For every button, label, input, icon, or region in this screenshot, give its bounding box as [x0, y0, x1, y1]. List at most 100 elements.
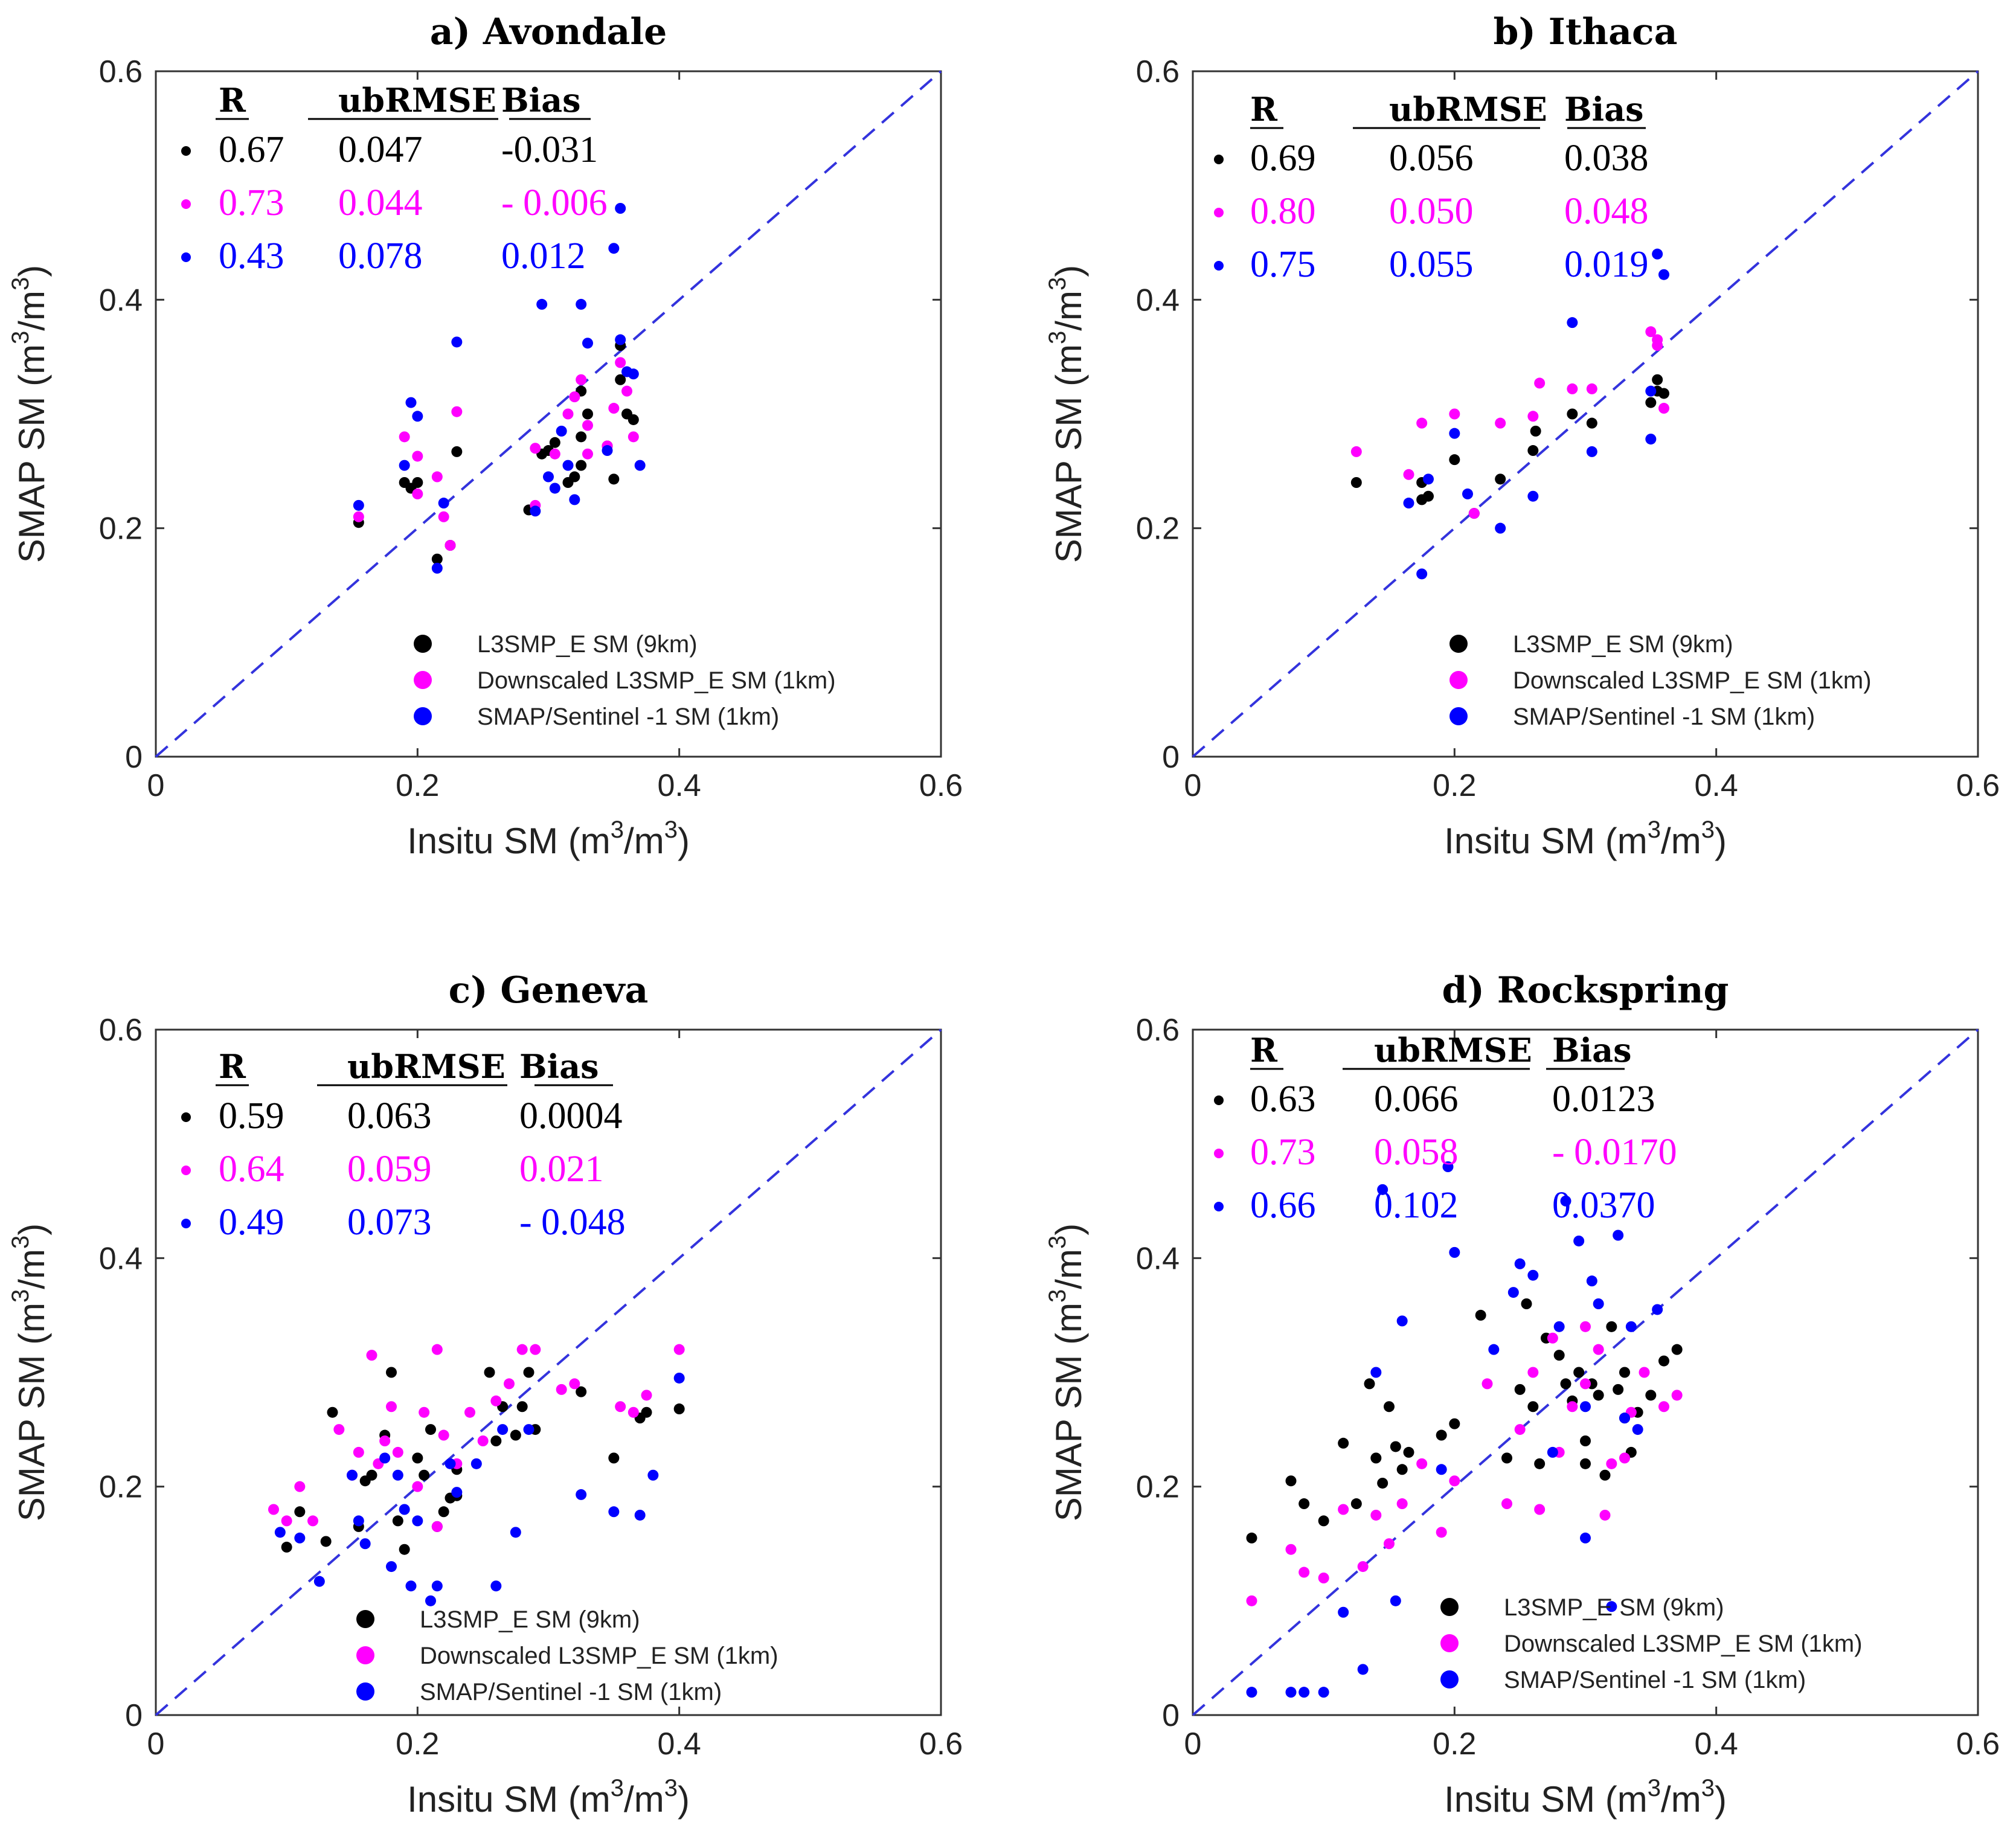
y-axis-label-close: ) — [1048, 1223, 1089, 1236]
point-s1 — [405, 397, 417, 408]
series-s1 — [1403, 248, 1669, 580]
point-down — [445, 540, 456, 551]
legend-marker-l3 — [1440, 1598, 1459, 1616]
point-down — [1495, 417, 1506, 429]
point-s1 — [1645, 385, 1657, 397]
point-s1 — [1652, 248, 1663, 260]
point-s1 — [1370, 1367, 1382, 1378]
series-l3 — [1350, 374, 1669, 519]
series-s1 — [353, 203, 646, 574]
point-down — [1436, 1527, 1447, 1538]
stats-r-value: 0.63 — [1250, 1079, 1316, 1120]
point-l3 — [608, 473, 620, 485]
point-l3 — [431, 553, 443, 565]
point-down — [431, 1344, 443, 1355]
point-s1 — [562, 460, 574, 471]
point-l3 — [1606, 1321, 1617, 1332]
stats-header-r: R — [219, 1047, 246, 1086]
y-tick-label: 0 — [1162, 740, 1180, 775]
point-s1 — [1495, 522, 1506, 534]
point-down — [1527, 411, 1539, 422]
point-l3 — [1530, 425, 1541, 437]
point-s1 — [536, 298, 548, 310]
point-down — [1468, 508, 1480, 519]
point-s1 — [1390, 1595, 1401, 1606]
point-l3 — [1377, 1477, 1388, 1489]
stats-ubrmse-value: 0.055 — [1389, 244, 1474, 285]
point-s1 — [353, 1515, 364, 1527]
point-l3 — [1246, 1532, 1257, 1544]
point-s1 — [543, 471, 554, 483]
point-down — [1534, 1504, 1546, 1515]
stats-bias-value: 0.0123 — [1552, 1079, 1655, 1120]
x-axis-label: Insitu SM (m3/m3) — [407, 816, 690, 861]
one-to-one-line — [155, 70, 942, 758]
point-l3 — [1527, 445, 1539, 457]
point-s1 — [412, 411, 423, 422]
point-l3 — [576, 431, 587, 443]
point-s1 — [1449, 428, 1460, 439]
stats-bias-value: 0.019 — [1564, 244, 1649, 285]
y-axis-label: SMAP SM (m3/m3) — [7, 265, 52, 563]
y-tick-label: 0 — [1162, 1698, 1180, 1733]
point-l3 — [1449, 1418, 1460, 1429]
series-down — [353, 357, 639, 551]
point-s1 — [470, 1458, 482, 1469]
axes-box — [1192, 1028, 1979, 1716]
x-axis-label-text: Insitu SM (m — [1444, 1779, 1648, 1820]
point-l3 — [582, 408, 593, 420]
stats-header-r: R — [1250, 90, 1278, 129]
legend-marker-s1 — [414, 707, 432, 725]
x-tick-label: 0.4 — [1695, 768, 1738, 803]
point-down — [615, 1401, 626, 1413]
point-down — [1384, 1538, 1395, 1550]
panel-title: c) Geneva — [449, 969, 649, 1012]
point-l3 — [419, 1469, 430, 1481]
y-tick-label: 0.2 — [99, 512, 143, 547]
point-s1 — [1606, 1601, 1617, 1612]
legend-label-s1: SMAP/Sentinel -1 SM (1km) — [1504, 1667, 1806, 1693]
x-axis-label-sup2: 3 — [1701, 816, 1715, 843]
point-down — [1246, 1595, 1257, 1606]
legend-marker-s1 — [1440, 1670, 1459, 1688]
point-l3 — [1613, 1384, 1624, 1395]
series-l3 — [281, 1367, 685, 1555]
stats-r-value: 0.49 — [219, 1202, 284, 1243]
y-axis-label-sup: 3 — [1044, 331, 1071, 344]
stats-ubrmse-value: 0.056 — [1389, 138, 1474, 179]
stats-r-value: 0.64 — [219, 1149, 284, 1190]
legend-label-l3: L3SMP_E SM (9km) — [1513, 631, 1733, 658]
stats-ubrmse-value: 0.102 — [1374, 1185, 1459, 1226]
legend-label-l3: L3SMP_E SM (9km) — [420, 1606, 640, 1633]
y-axis-label-close: ) — [11, 265, 52, 277]
point-l3 — [1619, 1367, 1630, 1378]
point-s1 — [1416, 568, 1428, 580]
y-axis-label-sup: 3 — [1044, 1289, 1071, 1303]
point-l3 — [1527, 1401, 1539, 1413]
point-down — [1501, 1498, 1512, 1510]
point-s1 — [615, 203, 626, 214]
point-down — [1527, 1367, 1539, 1378]
stats-header-ubrmse: ubRMSE — [1374, 1031, 1532, 1070]
point-down — [1285, 1544, 1297, 1555]
point-s1 — [425, 1595, 436, 1606]
point-s1 — [549, 483, 560, 494]
point-down — [1599, 1509, 1611, 1521]
point-down — [628, 1406, 639, 1418]
point-s1 — [1619, 1413, 1630, 1424]
series-s1 — [1246, 1161, 1663, 1698]
point-l3 — [516, 1401, 528, 1413]
point-down — [477, 1435, 489, 1446]
point-down — [504, 1378, 515, 1390]
point-down — [1619, 1452, 1630, 1464]
y-axis-label: SMAP SM (m3/m3) — [1044, 1223, 1089, 1521]
point-down — [386, 1401, 397, 1413]
point-down — [1416, 417, 1428, 429]
legend-marker-s1 — [1449, 707, 1468, 725]
panel-title: a) Avondale — [430, 11, 667, 53]
point-down — [464, 1406, 475, 1418]
y-axis-label-unit: /m — [11, 290, 52, 331]
point-down — [1338, 1504, 1349, 1515]
point-down — [419, 1406, 430, 1418]
axes-box — [155, 1028, 942, 1716]
